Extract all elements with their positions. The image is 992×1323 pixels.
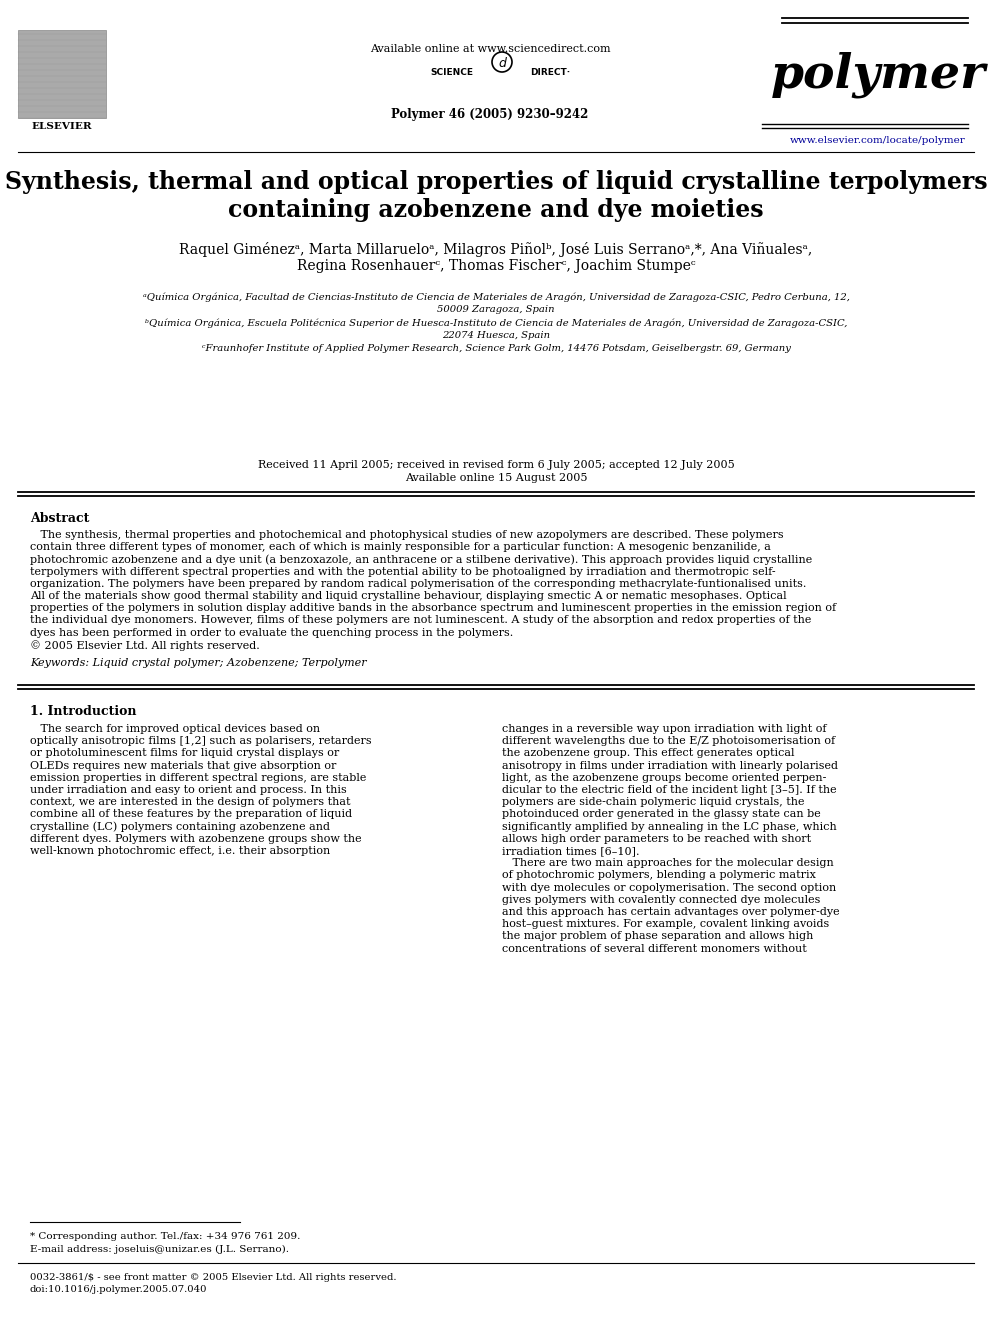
Text: © 2005 Elsevier Ltd. All rights reserved.: © 2005 Elsevier Ltd. All rights reserved… (30, 640, 260, 651)
Text: Available online at www.sciencedirect.com: Available online at www.sciencedirect.co… (370, 44, 610, 54)
Text: crystalline (LC) polymers containing azobenzene and: crystalline (LC) polymers containing azo… (30, 822, 330, 832)
Text: of photochromic polymers, blending a polymeric matrix: of photochromic polymers, blending a pol… (502, 871, 815, 880)
Text: E-mail address: joseluis@unizar.es (J.L. Serrano).: E-mail address: joseluis@unizar.es (J.L.… (30, 1245, 289, 1254)
Text: or photoluminescent films for liquid crystal displays or: or photoluminescent films for liquid cry… (30, 749, 339, 758)
Text: * Corresponding author. Tel./fax: +34 976 761 209.: * Corresponding author. Tel./fax: +34 97… (30, 1232, 301, 1241)
Text: There are two main approaches for the molecular design: There are two main approaches for the mo… (502, 859, 833, 868)
Text: d: d (498, 57, 506, 70)
Text: host–guest mixtures. For example, covalent linking avoids: host–guest mixtures. For example, covale… (502, 919, 829, 929)
Text: Abstract: Abstract (30, 512, 89, 525)
Text: The synthesis, thermal properties and photochemical and photophysical studies of: The synthesis, thermal properties and ph… (30, 531, 784, 540)
Text: doi:10.1016/j.polymer.2005.07.040: doi:10.1016/j.polymer.2005.07.040 (30, 1285, 207, 1294)
Text: significantly amplified by annealing in the LC phase, which: significantly amplified by annealing in … (502, 822, 836, 832)
Text: different dyes. Polymers with azobenzene groups show the: different dyes. Polymers with azobenzene… (30, 833, 362, 844)
Text: the azobenzene group. This effect generates optical: the azobenzene group. This effect genera… (502, 749, 795, 758)
Text: contain three different types of monomer, each of which is mainly responsible fo: contain three different types of monomer… (30, 542, 771, 552)
Text: Raquel Giménezᵃ, Marta Millarueloᵃ, Milagros Piñolᵇ, José Luis Serranoᵃ,*, Ana V: Raquel Giménezᵃ, Marta Millarueloᵃ, Mila… (180, 242, 812, 274)
Text: light, as the azobenzene groups become oriented perpen-: light, as the azobenzene groups become o… (502, 773, 826, 783)
Text: different wavelengths due to the E/Z photoisomerisation of: different wavelengths due to the E/Z pho… (502, 736, 835, 746)
Text: 1. Introduction: 1. Introduction (30, 705, 137, 718)
Text: the major problem of phase separation and allows high: the major problem of phase separation an… (502, 931, 813, 942)
Text: gives polymers with covalently connected dye molecules: gives polymers with covalently connected… (502, 894, 820, 905)
Text: concentrations of several different monomers without: concentrations of several different mono… (502, 943, 806, 954)
Text: dyes has been performed in order to evaluate the quenching process in the polyme: dyes has been performed in order to eval… (30, 627, 513, 638)
Text: OLEDs requires new materials that give absorption or: OLEDs requires new materials that give a… (30, 761, 336, 770)
Text: dicular to the electric field of the incident light [3–5]. If the: dicular to the electric field of the inc… (502, 785, 836, 795)
Text: polymers are side-chain polymeric liquid crystals, the: polymers are side-chain polymeric liquid… (502, 798, 805, 807)
Text: Received 11 April 2005; received in revised form 6 July 2005; accepted 12 July 2: Received 11 April 2005; received in revi… (258, 460, 734, 470)
Text: polymer: polymer (771, 52, 985, 98)
Text: 50009 Zaragoza, Spain: 50009 Zaragoza, Spain (437, 306, 555, 314)
Text: terpolymers with different spectral properties and with the potential ability to: terpolymers with different spectral prop… (30, 566, 776, 577)
Text: organization. The polymers have been prepared by random radical polymerisation o: organization. The polymers have been pre… (30, 578, 806, 589)
Text: emission properties in different spectral regions, are stable: emission properties in different spectra… (30, 773, 366, 783)
Text: ᶜFraunhofer Institute of Applied Polymer Research, Science Park Golm, 14476 Pots: ᶜFraunhofer Institute of Applied Polymer… (201, 344, 791, 353)
Text: optically anisotropic films [1,2] such as polarisers, retarders: optically anisotropic films [1,2] such a… (30, 736, 372, 746)
Text: www.elsevier.com/locate/polymer: www.elsevier.com/locate/polymer (790, 136, 966, 146)
Text: under irradiation and easy to orient and process. In this: under irradiation and easy to orient and… (30, 785, 347, 795)
Bar (18, 30, 106, 118)
Text: ᵇQuímica Orgánica, Escuela Politécnica Superior de Huesca-Instituto de Ciencia d: ᵇQuímica Orgánica, Escuela Politécnica S… (145, 318, 847, 328)
Text: 0032-3861/$ - see front matter © 2005 Elsevier Ltd. All rights reserved.: 0032-3861/$ - see front matter © 2005 El… (30, 1273, 397, 1282)
Text: DIRECT·: DIRECT· (530, 67, 570, 77)
Text: Polymer 46 (2005) 9230–9242: Polymer 46 (2005) 9230–9242 (391, 108, 588, 120)
Text: irradiation times [6–10].: irradiation times [6–10]. (502, 845, 640, 856)
Text: The search for improved optical devices based on: The search for improved optical devices … (30, 724, 320, 734)
Text: anisotropy in films under irradiation with linearly polarised: anisotropy in films under irradiation wi… (502, 761, 838, 770)
Text: and this approach has certain advantages over polymer-dye: and this approach has certain advantages… (502, 908, 839, 917)
Text: context, we are interested in the design of polymers that: context, we are interested in the design… (30, 798, 350, 807)
Text: combine all of these features by the preparation of liquid: combine all of these features by the pre… (30, 810, 352, 819)
Text: the individual dye monomers. However, films of these polymers are not luminescen: the individual dye monomers. However, fi… (30, 615, 811, 626)
Text: properties of the polymers in solution display additive bands in the absorbance : properties of the polymers in solution d… (30, 603, 836, 613)
Text: well-known photochromic effect, i.e. their absorption: well-known photochromic effect, i.e. the… (30, 845, 330, 856)
Text: with dye molecules or copolymerisation. The second option: with dye molecules or copolymerisation. … (502, 882, 836, 893)
Text: All of the materials show good thermal stability and liquid crystalline behaviou: All of the materials show good thermal s… (30, 591, 787, 601)
Text: allows high order parameters to be reached with short: allows high order parameters to be reach… (502, 833, 811, 844)
Text: Available online 15 August 2005: Available online 15 August 2005 (405, 474, 587, 483)
Text: photoinduced order generated in the glassy state can be: photoinduced order generated in the glas… (502, 810, 820, 819)
Text: ᵃQuímica Orgánica, Facultad de Ciencias-Instituto de Ciencia de Materiales de Ar: ᵃQuímica Orgánica, Facultad de Ciencias-… (143, 292, 849, 302)
Text: Synthesis, thermal and optical properties of liquid crystalline terpolymers
cont: Synthesis, thermal and optical propertie… (5, 169, 987, 222)
Text: ELSEVIER: ELSEVIER (32, 122, 92, 131)
Text: SCIENCE: SCIENCE (430, 67, 473, 77)
Text: Keywords: Liquid crystal polymer; Azobenzene; Terpolymer: Keywords: Liquid crystal polymer; Azoben… (30, 658, 367, 668)
Text: 22074 Huesca, Spain: 22074 Huesca, Spain (442, 331, 550, 340)
Text: changes in a reversible way upon irradiation with light of: changes in a reversible way upon irradia… (502, 724, 826, 734)
Text: photochromic azobenzene and a dye unit (a benzoxazole, an anthracene or a stilbe: photochromic azobenzene and a dye unit (… (30, 554, 812, 565)
